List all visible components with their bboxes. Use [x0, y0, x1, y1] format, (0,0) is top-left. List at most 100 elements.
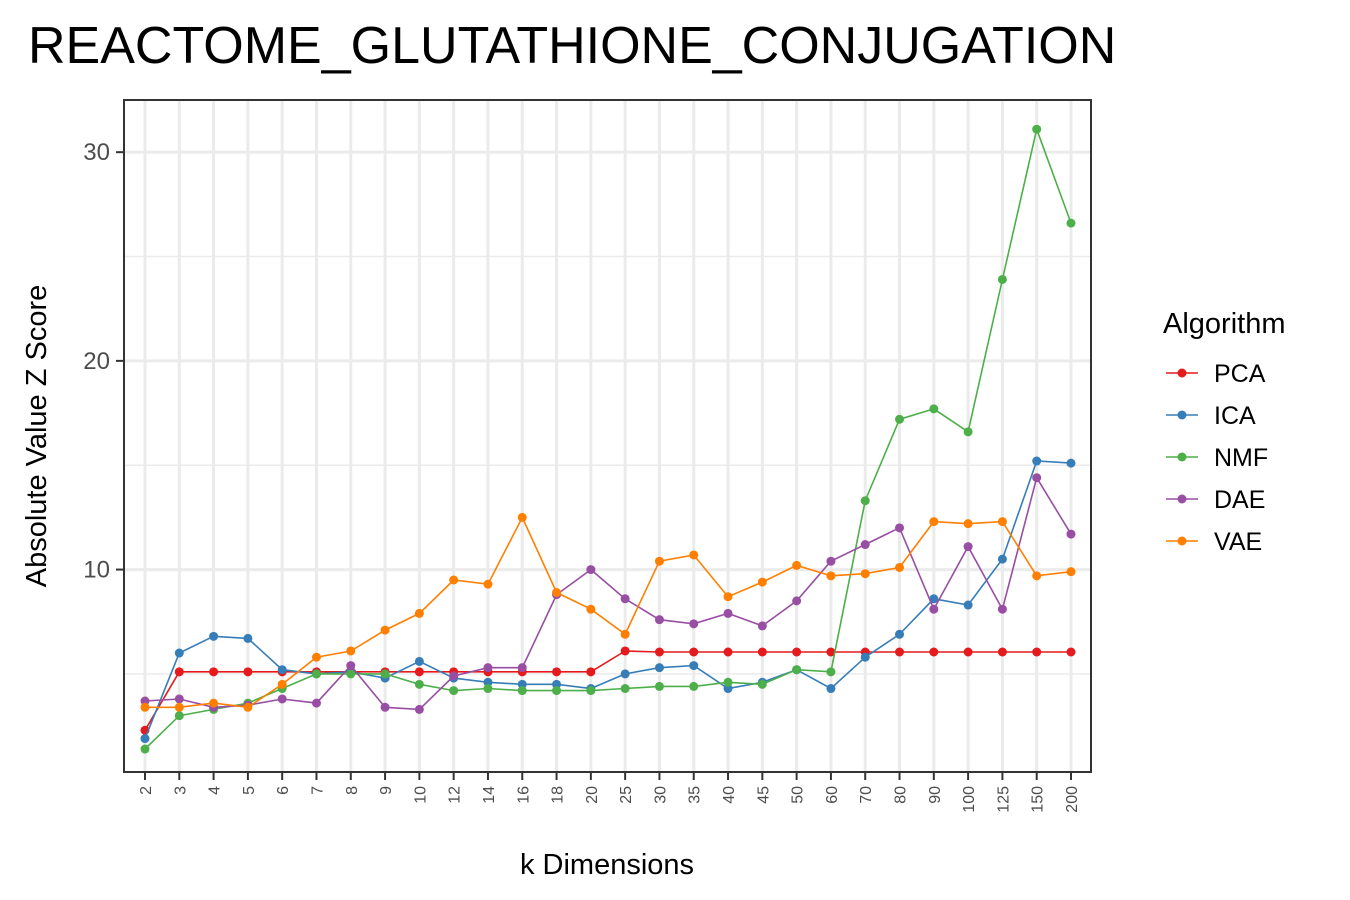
x-tick-label: 9: [378, 786, 395, 795]
x-tick-label: 20: [584, 786, 601, 804]
grid: [124, 100, 1091, 772]
x-tick-label: 14: [481, 786, 498, 804]
data-point-dae: [311, 698, 321, 708]
x-tick-label: 60: [824, 786, 841, 804]
legend-label: PCA: [1214, 360, 1266, 388]
data-point-vae: [1032, 571, 1042, 581]
legend-label: ICA: [1214, 402, 1256, 430]
data-point-vae: [997, 517, 1007, 527]
data-point-pca: [174, 667, 184, 677]
data-point-nmf: [963, 427, 973, 437]
data-point-dae: [140, 696, 150, 706]
legend-item-nmf: NMF: [1166, 444, 1268, 472]
data-point-vae: [174, 702, 184, 712]
data-point-vae: [483, 579, 493, 589]
chart-title: REACTOME_GLUTATHIONE_CONJUGATION: [28, 17, 1116, 75]
data-point-dae: [1066, 529, 1076, 539]
data-point-vae: [586, 604, 596, 614]
legend-item-vae: VAE: [1166, 528, 1262, 556]
data-point-vae: [654, 556, 664, 566]
data-point-dae: [963, 542, 973, 552]
x-tick-label: 150: [1030, 786, 1047, 813]
data-point-nmf: [895, 414, 905, 424]
x-tick-label: 50: [790, 786, 807, 804]
data-point-ica: [140, 734, 150, 744]
data-point-nmf: [620, 684, 630, 694]
data-point-vae: [277, 679, 287, 689]
data-point-nmf: [826, 667, 836, 677]
data-point-vae: [380, 625, 390, 635]
data-point-ica: [620, 669, 630, 679]
data-point-vae: [929, 517, 939, 527]
x-tick-label: 40: [721, 786, 738, 804]
series-line-ica: [144, 460, 1072, 739]
data-point-vae: [826, 571, 836, 581]
data-point-ica: [174, 648, 184, 658]
data-point-dae: [826, 556, 836, 566]
data-point-ica: [860, 652, 870, 662]
data-point-nmf: [311, 669, 321, 679]
data-point-vae: [723, 592, 733, 602]
data-point-pca: [620, 646, 630, 656]
data-point-vae: [552, 588, 562, 598]
data-point-ica: [552, 679, 562, 689]
x-tick-label: 16: [515, 786, 532, 804]
data-point-nmf: [1032, 124, 1042, 134]
y-tick-label: 30: [83, 139, 110, 166]
data-point-vae: [449, 575, 459, 585]
series-line-nmf: [144, 126, 1072, 750]
data-point-dae: [414, 704, 424, 714]
data-point-vae: [414, 608, 424, 618]
data-point-pca: [963, 647, 973, 657]
data-point-nmf: [414, 679, 424, 689]
data-point-ica: [963, 600, 973, 610]
data-point-dae: [586, 565, 596, 575]
data-point-pca: [826, 647, 836, 657]
data-point-nmf: [860, 496, 870, 506]
data-point-pca: [552, 667, 562, 677]
data-point-vae: [243, 702, 253, 712]
series-line-vae: [145, 515, 1072, 709]
series-dae: [140, 473, 1076, 714]
data-point-pca: [929, 647, 939, 657]
legend-title: Algorithm: [1163, 308, 1286, 340]
y-axis-title: Absolute Value Z Score: [21, 285, 53, 588]
data-point-pca: [997, 647, 1007, 657]
data-point-ica: [997, 554, 1007, 564]
plot-border: [123, 99, 1092, 773]
data-point-dae: [757, 621, 767, 631]
data-point-ica: [895, 629, 905, 639]
legend-item-ica: ICA: [1166, 402, 1256, 430]
data-point-ica: [826, 684, 836, 694]
data-point-vae: [895, 562, 905, 572]
data-point-dae: [723, 608, 733, 618]
x-tick-label: 100: [961, 786, 978, 813]
x-tick-label: 2: [138, 786, 155, 795]
data-point-vae: [620, 629, 630, 639]
data-point-dae: [449, 671, 459, 681]
data-point-nmf: [140, 744, 150, 754]
data-point-nmf: [346, 669, 356, 679]
data-point-dae: [1032, 473, 1042, 483]
data-point-pca: [209, 667, 219, 677]
data-point-ica: [1066, 458, 1076, 468]
data-point-pca: [895, 647, 905, 657]
data-point-pca: [243, 667, 253, 677]
data-point-dae: [997, 604, 1007, 614]
data-point-pca: [689, 647, 699, 657]
data-point-dae: [174, 694, 184, 704]
data-point-dae: [689, 619, 699, 629]
x-tick-label: 3: [172, 786, 189, 795]
legend-key-point: [1177, 368, 1187, 378]
x-tick-label: 6: [275, 786, 292, 795]
data-point-dae: [792, 596, 802, 606]
data-point-vae: [517, 512, 527, 522]
data-point-vae: [792, 560, 802, 570]
data-point-vae: [311, 652, 321, 662]
data-point-pca: [1066, 647, 1076, 657]
series-layer: [140, 124, 1076, 754]
data-point-nmf: [654, 681, 664, 691]
x-tick-label: 25: [618, 786, 635, 804]
data-point-vae: [963, 519, 973, 529]
